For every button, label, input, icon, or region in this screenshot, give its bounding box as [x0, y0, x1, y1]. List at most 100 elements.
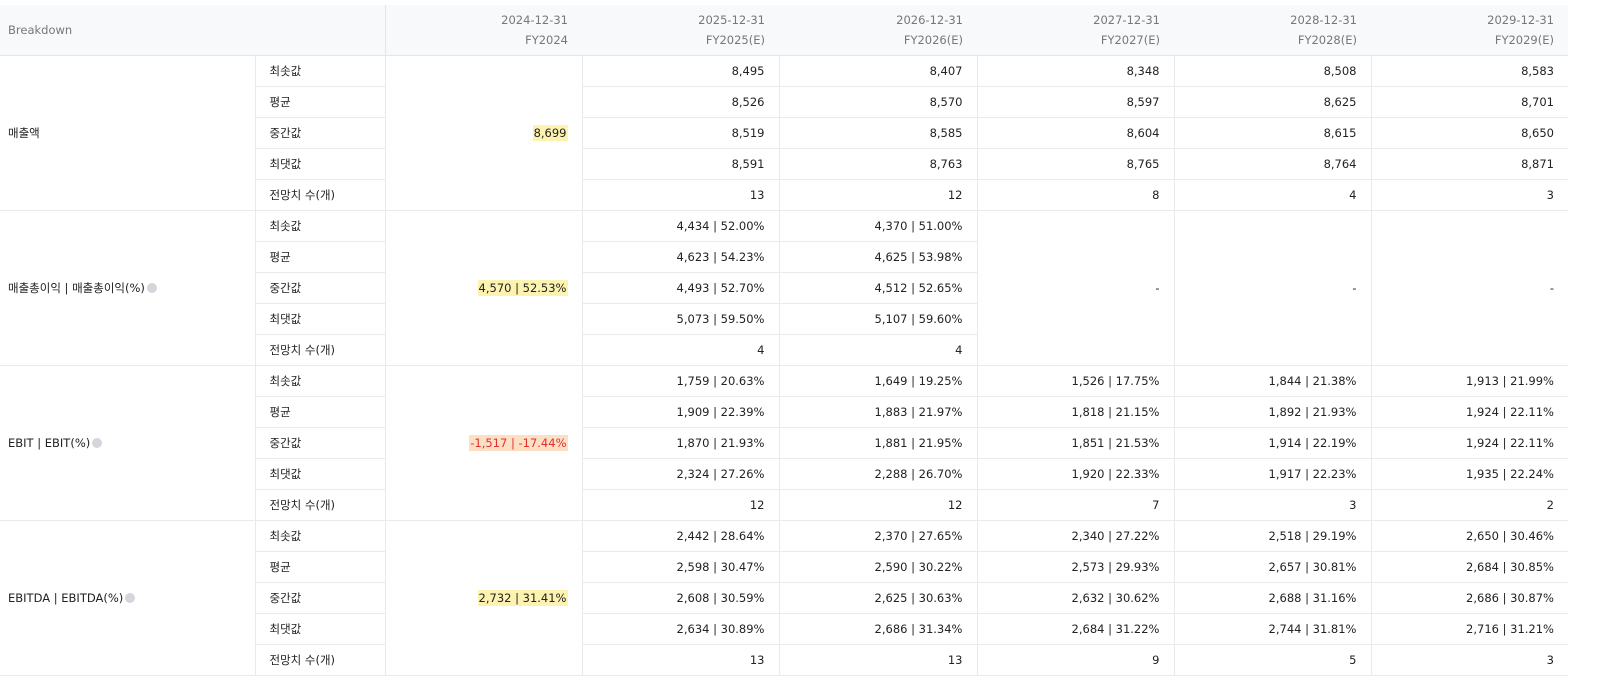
- estimate-value: 2,657 | 30.81%: [1173, 551, 1371, 583]
- estimate-value: 2,608 | 30.59%: [581, 582, 779, 614]
- current-value: 4,570 | 52.53%: [477, 280, 568, 296]
- row-label: 최솟값: [254, 365, 385, 397]
- column-date: 2025-12-31: [698, 13, 765, 27]
- estimate-value: 4,623 | 54.23%: [581, 241, 779, 273]
- current-cell: 2,732 | 31.41%: [384, 520, 583, 676]
- column-fy: FY2029(E): [1494, 33, 1554, 47]
- current-cell: 4,570 | 52.53%: [384, 210, 583, 366]
- empty-cell: -: [1173, 210, 1371, 366]
- estimate-value: 1,892 | 21.93%: [1173, 396, 1371, 428]
- row-label: 최댓값: [254, 303, 385, 335]
- table-row: 평균 1,909 | 22.39% 1,883 | 21.97% 1,818 | 21…: [0, 396, 1568, 428]
- estimate-value: 1,851 | 21.53%: [976, 427, 1174, 459]
- row-label: 최댓값: [254, 458, 385, 490]
- table-row: 최댓값 5,073 | 59.50% 5,107 | 59.60%: [0, 303, 1568, 335]
- estimate-value: 1,870 | 21.93%: [581, 427, 779, 459]
- help-icon: [125, 593, 136, 603]
- header-row: Breakdown 2024-12-31 FY2024 2025-12-31 FY20…: [0, 5, 1568, 56]
- estimate-value: 1,844 | 21.38%: [1173, 365, 1371, 397]
- estimate-value: 8,495: [581, 55, 779, 87]
- estimate-value: 2,573 | 29.93%: [976, 551, 1174, 583]
- estimate-value: 5,073 | 59.50%: [581, 303, 779, 335]
- estimate-value: 8,519: [581, 117, 779, 149]
- estimate-value: 1,883 | 21.97%: [778, 396, 977, 428]
- table-row: 중간값 1,870 | 21.93% 1,881 | 21.95% 1,851 | 2…: [0, 427, 1568, 459]
- estimate-value: 2,716 | 31.21%: [1370, 613, 1568, 645]
- table-row: 전망치 수(개) 13 13 9 5 3: [0, 644, 1568, 676]
- table-row: 평균 8,526 8,570 8,597 8,625 8,701: [0, 86, 1568, 118]
- help-icon: [146, 283, 157, 293]
- estimate-value: 1,649 | 19.25%: [778, 365, 977, 397]
- row-label: 최댓값: [254, 148, 385, 180]
- estimate-value: 1,913 | 21.99%: [1370, 365, 1568, 397]
- estimate-value: 4: [778, 334, 977, 366]
- row-label: 평균: [254, 396, 385, 428]
- table-row: 중간값 4,493 | 52.70% 4,512 | 52.65%: [0, 272, 1568, 304]
- table-row: 중간값 8,519 8,585 8,604 8,615 8,650: [0, 117, 1568, 149]
- estimate-value: 13: [778, 644, 977, 676]
- column-header: 2025-12-31 FY2025(E): [582, 5, 779, 56]
- estimate-value: 12: [778, 489, 977, 521]
- estimate-value: 1,881 | 21.95%: [778, 427, 977, 459]
- group-label: 매출액: [8, 126, 40, 140]
- estimate-value: 8,625: [1173, 86, 1371, 118]
- group-label: 매출총이익 | 매출총이익(%): [8, 281, 145, 295]
- column-fy: FY2025(E): [705, 33, 765, 47]
- empty-cell: -: [1370, 210, 1568, 366]
- table-row: 전망치 수(개) 13 12 8 4 3: [0, 179, 1568, 211]
- estimate-value: 8,407: [778, 55, 977, 87]
- current-cell: 8,699: [384, 55, 583, 211]
- estimate-value: 5,107 | 59.60%: [778, 303, 977, 335]
- group-label-cell: 매출액: [0, 55, 255, 211]
- estimate-value: 2,340 | 27.22%: [976, 520, 1174, 552]
- current-value: -1,517 | -17.44%: [469, 435, 568, 451]
- table-row: 전망치 수(개) 12 12 7 3 2: [0, 489, 1568, 521]
- estimate-value: 8,615: [1173, 117, 1371, 149]
- estimate-value: 2,688 | 31.16%: [1173, 582, 1371, 614]
- estimate-value: 8,585: [778, 117, 977, 149]
- column-date: 2029-12-31: [1487, 13, 1554, 27]
- row-label: 전망치 수(개): [254, 644, 385, 676]
- estimate-value: 2,650 | 30.46%: [1370, 520, 1568, 552]
- estimate-value: 8,526: [581, 86, 779, 118]
- estimate-value: 1,924 | 22.11%: [1370, 396, 1568, 428]
- estimate-value: 8: [976, 179, 1174, 211]
- table-row: EBITDA | EBITDA(%) 최솟값 2,732 | 31.41% 2,442…: [0, 520, 1568, 676]
- group-label-cell: EBITDA | EBITDA(%): [0, 520, 255, 676]
- estimate-value: 4,493 | 52.70%: [581, 272, 779, 304]
- column-fy: FY2024: [525, 33, 568, 47]
- table-row: 최댓값 2,634 | 30.89% 2,686 | 31.34% 2,684 | 3…: [0, 613, 1568, 645]
- column-fy: FY2027(E): [1100, 33, 1160, 47]
- estimate-value: 2: [1370, 489, 1568, 521]
- estimate-value: 4,512 | 52.65%: [778, 272, 977, 304]
- estimate-value: 2,370 | 27.65%: [778, 520, 977, 552]
- estimate-value: 8,348: [976, 55, 1174, 87]
- group-label: EBIT | EBIT(%): [8, 436, 91, 450]
- estimate-value: 13: [581, 644, 779, 676]
- table-row: 중간값 2,608 | 30.59% 2,625 | 30.63% 2,632 | 3…: [0, 582, 1568, 614]
- estimate-value: 1,920 | 22.33%: [976, 458, 1174, 490]
- column-header: 2028-12-31 FY2028(E): [1174, 5, 1371, 56]
- estimate-value: 1,526 | 17.75%: [976, 365, 1174, 397]
- estimate-value: 8,764: [1173, 148, 1371, 180]
- estimate-value: 8,604: [976, 117, 1174, 149]
- table-row: 매출총이익 | 매출총이익(%) 최솟값 4,570 | 52.53% 4,434 |…: [0, 210, 1568, 366]
- group-label-cell: EBIT | EBIT(%): [0, 365, 255, 521]
- table-row: 전망치 수(개) 4 4: [0, 334, 1568, 366]
- column-date: 2027-12-31: [1093, 13, 1160, 27]
- estimate-value: 1,914 | 22.19%: [1173, 427, 1371, 459]
- estimate-value: 1,935 | 22.24%: [1370, 458, 1568, 490]
- table-body: 매출액 최솟값 8,699 8,495 8,407 8,348 8,508 8,583 평균 8,…: [0, 55, 1568, 676]
- current-value: 2,732 | 31.41%: [477, 590, 568, 606]
- estimate-value: 1,924 | 22.11%: [1370, 427, 1568, 459]
- estimate-value: 13: [581, 179, 779, 211]
- estimate-value: 4: [581, 334, 779, 366]
- estimate-value: 2,684 | 31.22%: [976, 613, 1174, 645]
- estimate-value: 12: [581, 489, 779, 521]
- estimate-value: 1,818 | 21.15%: [976, 396, 1174, 428]
- estimate-value: 2,288 | 26.70%: [778, 458, 977, 490]
- row-label: 평균: [254, 551, 385, 583]
- estimate-value: 8,871: [1370, 148, 1568, 180]
- column-header: 2029-12-31 FY2029(E): [1371, 5, 1568, 56]
- column-header: 2024-12-31 FY2024: [384, 5, 582, 56]
